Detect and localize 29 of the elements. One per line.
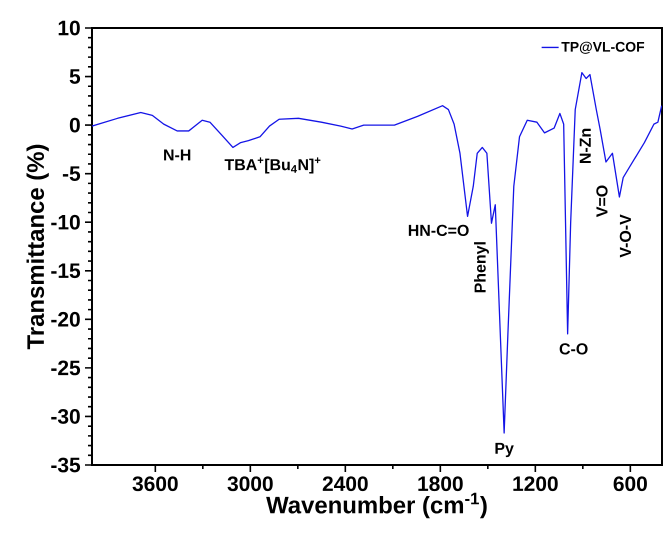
x-tick-label: 1800 xyxy=(418,476,463,492)
x-tick-label: 3600 xyxy=(132,476,178,492)
y-tick-label: -20 xyxy=(51,312,80,327)
annotation: HN-C=O xyxy=(408,224,469,236)
annotation: V-O-V xyxy=(620,214,632,258)
x-tick-label: 3000 xyxy=(228,476,273,492)
annotation: V=O xyxy=(596,186,608,218)
annotation: TBA$^{+}$[Bu$_{4}$N]$^{+}$ xyxy=(224,157,320,174)
line-series xyxy=(92,72,662,434)
x-tick-label: 2400 xyxy=(322,476,368,492)
annotation: N-Zn xyxy=(580,128,591,164)
annotation: C-O xyxy=(560,343,588,355)
y-tick-label: -10 xyxy=(51,214,80,230)
y-tick-label: -5 xyxy=(62,166,80,181)
y-axis-title: Transmittance (%) xyxy=(26,144,49,350)
x-axis-title: Wavenumber (cm$^{-1}$) xyxy=(266,492,487,518)
y-tick-label: 5 xyxy=(70,69,80,84)
legend-label: TP@VL-COF xyxy=(561,42,644,54)
y-tick-label: -25 xyxy=(51,360,80,376)
x-tick-label: 600 xyxy=(614,476,647,492)
y-tick-label: -35 xyxy=(51,458,80,472)
y-tick-label: 10 xyxy=(58,20,80,36)
y-tick-label: -30 xyxy=(51,409,80,424)
y-tick-label: -15 xyxy=(51,263,80,278)
y-tick-label: 0 xyxy=(70,118,80,133)
annotation: Py xyxy=(495,442,514,458)
annotation: Phenyl xyxy=(474,242,489,292)
annotation: N-H xyxy=(164,149,190,160)
x-tick-label: 1200 xyxy=(513,476,558,492)
